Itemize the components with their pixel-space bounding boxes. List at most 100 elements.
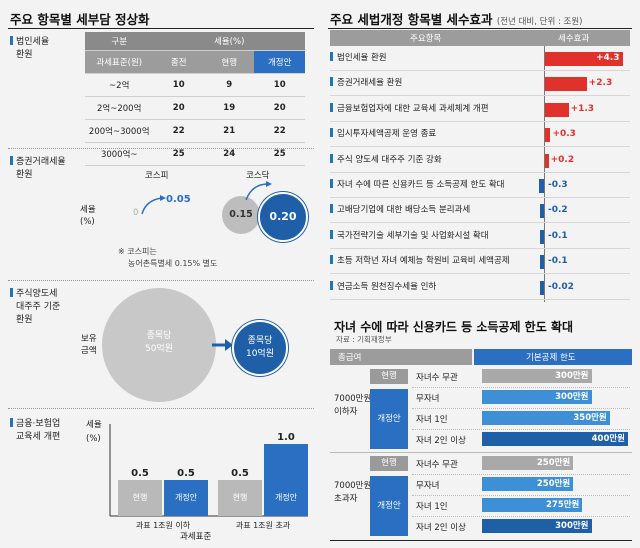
effect-row-label: 국가전략기술 세부기술 및 사업화시설 확대 xyxy=(330,224,489,248)
effect-value-label: -0.2 xyxy=(548,205,568,216)
row-marker xyxy=(330,229,333,239)
row-marker xyxy=(330,102,333,112)
major-section-label: 주식양도세 대주주 기준 환원 xyxy=(10,288,60,327)
effect-row-label: 법인세율 환원 xyxy=(330,46,387,70)
row-new: 22 xyxy=(254,119,305,143)
section-marker xyxy=(10,418,13,427)
row-cur: 21 xyxy=(203,119,255,143)
table-row: ~2억 10 9 10 xyxy=(85,73,305,97)
effect-item-text: 연금소득 원천징수세율 인하 xyxy=(337,281,437,292)
edu-series-label: 개정안 xyxy=(275,492,298,502)
effect-row-label: 고배당기업에 대한 배당소득 분리과세 xyxy=(330,198,470,222)
edu-category-label: 과표 1조원 이하 xyxy=(136,520,191,530)
rate-label: 세율 xyxy=(80,205,96,215)
edu-bar xyxy=(164,480,208,516)
edu-value-label: 1.0 xyxy=(277,432,295,443)
effect-row: 초등 저학년 자녀 예체능 학원비 교육비 세액공제 xyxy=(330,249,630,275)
major-to-circle: 종목당 10억원 xyxy=(232,320,288,376)
to-line2: 10억원 xyxy=(245,349,274,359)
card-bottom-rule xyxy=(330,540,632,541)
left-title-rule xyxy=(8,28,314,29)
edu-value-label: 0.5 xyxy=(131,468,149,479)
right-title-rule xyxy=(328,28,632,29)
col-item: 주요항목 xyxy=(410,34,442,44)
card-bar: 300만원 xyxy=(482,390,592,404)
effect-value-label: -0.3 xyxy=(548,180,568,190)
edu-category-label: 과표 1조원 초과 xyxy=(236,521,291,530)
edu-rate-label: 세율 (%) xyxy=(86,418,102,446)
row-prev: 25 xyxy=(153,142,204,166)
kosdaq-arrow xyxy=(245,181,272,201)
kosdaq-to-value: 0.20 xyxy=(269,210,297,223)
right-title: 주요 세법개정 항목별 세수효과 (전년 대비, 단위 : 조원) xyxy=(330,9,583,28)
right-title-sub: (전년 대비, 단위 : 조원) xyxy=(496,17,583,27)
effect-table-header: 주요항목 세수효과 xyxy=(330,30,630,46)
card-tag-new: 개정안 xyxy=(370,476,408,536)
effect-value-label: +0.2 xyxy=(550,154,575,165)
section-marker xyxy=(10,156,13,165)
card-col-income: 총급여 xyxy=(338,353,362,363)
effect-item-text: 자녀 수에 따른 신용카드 등 소득공제 한도 확대 xyxy=(337,180,505,190)
edu-series-label: 현행 xyxy=(133,492,148,502)
effect-row: 법인세율 환원 xyxy=(330,46,630,71)
effect-row-label: 초등 저학년 자녀 예체능 학원비 교육비 세액공제 xyxy=(330,249,510,273)
card-source: 자료 : 기획재정부 xyxy=(336,335,392,344)
corp-col-group2: 세율(%) xyxy=(153,32,305,51)
effect-row: 주식 양도세 대주주 기준 강화 xyxy=(330,148,630,173)
rate-unit: (%) xyxy=(86,434,101,444)
effect-row: 금융보험업자에 대한 교육세 과세체계 개편 xyxy=(330,97,630,122)
effect-bar xyxy=(538,179,544,193)
effect-value-label: -0.02 xyxy=(548,281,574,292)
income-line2: 이하자 xyxy=(334,407,358,417)
row-marker xyxy=(330,153,333,163)
row-base: 3000억~ xyxy=(85,142,154,166)
edu-bar xyxy=(264,444,308,516)
effect-row: 자녀 수에 따른 신용카드 등 소득공제 한도 확대 xyxy=(330,173,630,198)
rate-label: 세율 xyxy=(86,420,102,430)
effect-zero-axis xyxy=(544,46,545,302)
edu-xlabel: 과세표준 xyxy=(180,532,212,542)
effect-item-text: 초등 저학년 자녀 예체능 학원비 교육비 세액공제 xyxy=(337,256,510,267)
card-bar: 300만원 xyxy=(482,369,592,383)
corp-section-label: 법인세율 환원 xyxy=(10,36,49,62)
divider xyxy=(412,516,630,517)
hold-label-line1: 보유 xyxy=(81,334,97,344)
col-effect: 세수효과 xyxy=(558,34,590,44)
income-line1: 7000만원 xyxy=(334,481,372,491)
edu-series-label: 개정안 xyxy=(175,492,198,502)
card-condition: 무자녀 xyxy=(416,481,440,491)
row-prev: 22 xyxy=(153,119,204,143)
card-bar: 300만원 xyxy=(482,519,592,533)
card-condition: 자녀 1인 xyxy=(416,502,448,512)
section-marker xyxy=(10,36,13,45)
effect-value-label: -0.1 xyxy=(548,256,568,267)
row-new: 20 xyxy=(254,96,305,120)
card-income-label: 7000만원 초과자 xyxy=(334,480,371,506)
edu-value-label: 0.5 xyxy=(231,468,249,479)
major-from-circle: 종목당 50억원 xyxy=(102,288,216,402)
card-bar: 275만원 xyxy=(482,498,583,512)
corp-col-new: 개정안 xyxy=(254,50,305,74)
stt-label-line1: 증권거래세율 xyxy=(16,157,66,167)
edu-bar xyxy=(118,480,162,516)
effect-value-label: -0.1 xyxy=(548,230,568,241)
effect-bar xyxy=(540,280,544,295)
card-table-header: 총급여 기본공제 한도 xyxy=(330,349,632,365)
to-line1: 종목당 xyxy=(247,336,273,346)
effect-item-text: 주식 양도세 대주주 기준 강화 xyxy=(337,154,442,165)
row-marker xyxy=(330,128,333,138)
card-group-divider xyxy=(330,452,632,453)
card-income-label: 7000만원 이하자 xyxy=(334,393,371,419)
effect-bar xyxy=(545,77,587,92)
effect-row: 국가전략기술 세부기술 및 사업화시설 확대 xyxy=(330,224,630,249)
corp-col-group1: 구분 xyxy=(85,32,154,51)
card-condition: 자녀 1인 xyxy=(416,415,448,425)
row-new: 25 xyxy=(254,142,305,166)
table-row: 200억~3000억 22 21 22 xyxy=(85,119,305,143)
kospi-arrow xyxy=(141,195,166,215)
effect-value-label: +4.3 xyxy=(596,53,620,63)
card-tag-current: 현행 xyxy=(370,369,408,384)
effect-value-label: +2.3 xyxy=(588,78,613,89)
row-marker xyxy=(330,255,333,265)
edu-bar xyxy=(218,480,262,516)
